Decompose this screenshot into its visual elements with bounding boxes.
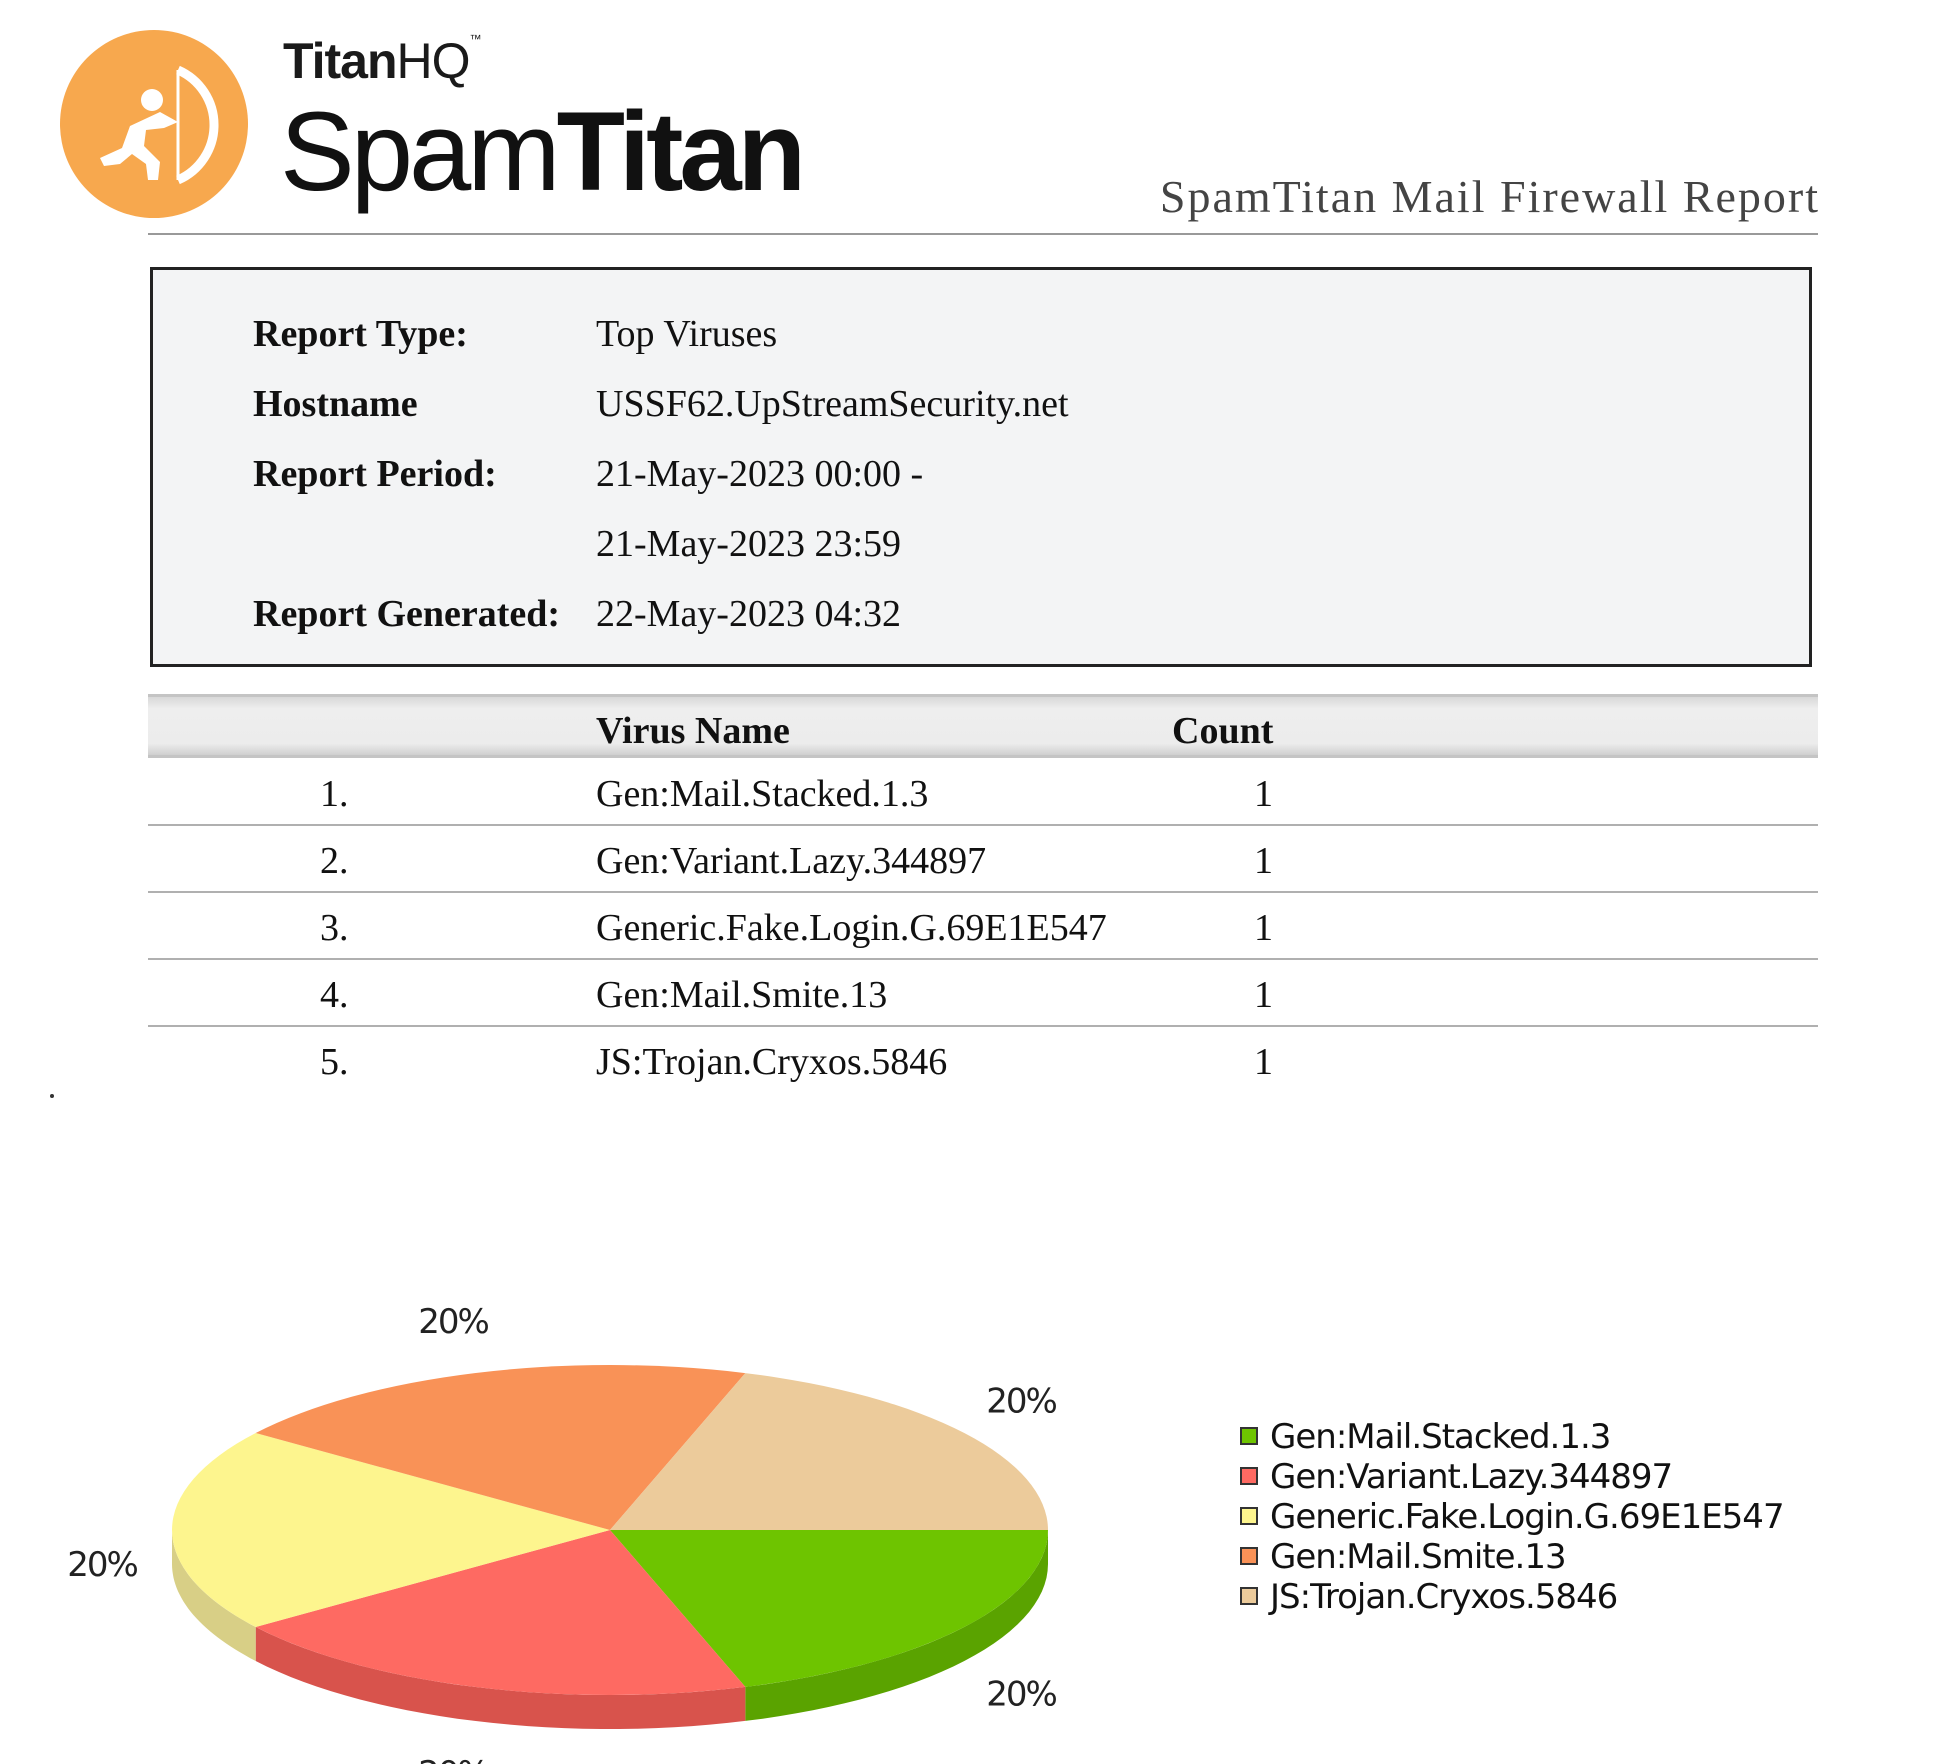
pie-percent-label: 20% [418,1754,488,1764]
report-period-end: 21-May-2023 23:59 [596,523,902,565]
pie-slice [255,1365,746,1530]
legend-swatch [1240,1547,1258,1565]
table-row: 4. Gen:Mail.Smite.13 1 [148,959,1818,1027]
report-title: SpamTitan Mail Firewall Report [1159,171,1820,222]
row-count: 1 [1254,840,1273,882]
legend-label: Gen:Mail.Stacked.1.3 [1270,1417,1611,1457]
spamtitan-logo [60,30,248,218]
row-count: 1 [1254,974,1273,1016]
hostname-value: USSF62.UpStreamSecurity.net [596,383,1069,425]
legend-label: Gen:Mail.Smite.13 [1270,1537,1567,1577]
legend-swatch [1240,1507,1258,1525]
pie-percent-label: 20% [986,1674,1056,1714]
table-row: 5. JS:Trojan.Cryxos.5846 1 [148,1026,1818,1092]
report-type-value: Top Viruses [596,313,778,355]
report-type-label: Report Type: [253,313,468,355]
row-rank: 4. [320,974,349,1016]
pie-slice [610,1373,1048,1530]
row-count: 1 [1254,773,1273,815]
report-info-box: Report Type: Top Viruses Hostname USSF62… [150,267,1812,667]
legend-swatch [1240,1427,1258,1445]
legend-label: JS:Trojan.Cryxos.5846 [1270,1577,1618,1617]
virus-pie-chart: 20% 20% 20% 20% 20% [67,1302,1058,1764]
count-header: Count [1172,710,1274,752]
pie-slice [172,1433,610,1627]
header-divider [148,233,1818,235]
pie-percent-label: 20% [986,1382,1056,1422]
row-virus-name: Gen:Variant.Lazy.344897 [596,840,987,882]
row-virus-name: Gen:Mail.Stacked.1.3 [596,773,929,815]
virus-name-header: Virus Name [596,710,790,752]
report-period-start: 21-May-2023 00:00 - [596,453,924,495]
pie-slice [255,1530,746,1695]
legend-swatch [1240,1467,1258,1485]
row-rank: 3. [320,907,349,949]
row-rank: 1. [320,773,349,815]
legend-swatch [1240,1587,1258,1605]
pie-percent-label: 20% [418,1302,488,1342]
hostname-label: Hostname [253,383,418,425]
pie-slice-side [745,1530,1048,1721]
pie-slice [610,1530,1048,1687]
row-virus-name: Generic.Fake.Login.G.69E1E547 [596,907,1107,949]
row-rank: 5. [320,1041,349,1083]
legend-label: Generic.Fake.Login.G.69E1E547 [1270,1497,1785,1537]
pie-slice-side [172,1530,256,1661]
row-count: 1 [1254,1041,1273,1083]
spamtitan-brand: SpamTitan [280,89,806,214]
report-generated-value: 22-May-2023 04:32 [596,593,902,635]
archer-icon [100,65,219,185]
table-row: 1. Gen:Mail.Stacked.1.3 1 [148,758,1818,826]
table-header: Virus Name Count [148,694,1818,758]
table-row: 3. Generic.Fake.Login.G.69E1E547 1 [148,892,1818,960]
report-period-label: Report Period: [253,453,497,495]
legend-label: Gen:Variant.Lazy.344897 [1270,1457,1673,1497]
row-count: 1 [1254,907,1273,949]
report-generated-label: Report Generated: [253,593,561,635]
row-virus-name: JS:Trojan.Cryxos.5846 [596,1041,948,1083]
stray-mark [50,1094,54,1098]
titanhq-brand: TitanHQ™ [283,32,482,89]
pie-slice-side [255,1627,746,1729]
row-virus-name: Gen:Mail.Smite.13 [596,974,888,1016]
pie-percent-label: 20% [67,1545,137,1585]
row-rank: 2. [320,840,349,882]
table-row: 2. Gen:Variant.Lazy.344897 1 [148,825,1818,893]
